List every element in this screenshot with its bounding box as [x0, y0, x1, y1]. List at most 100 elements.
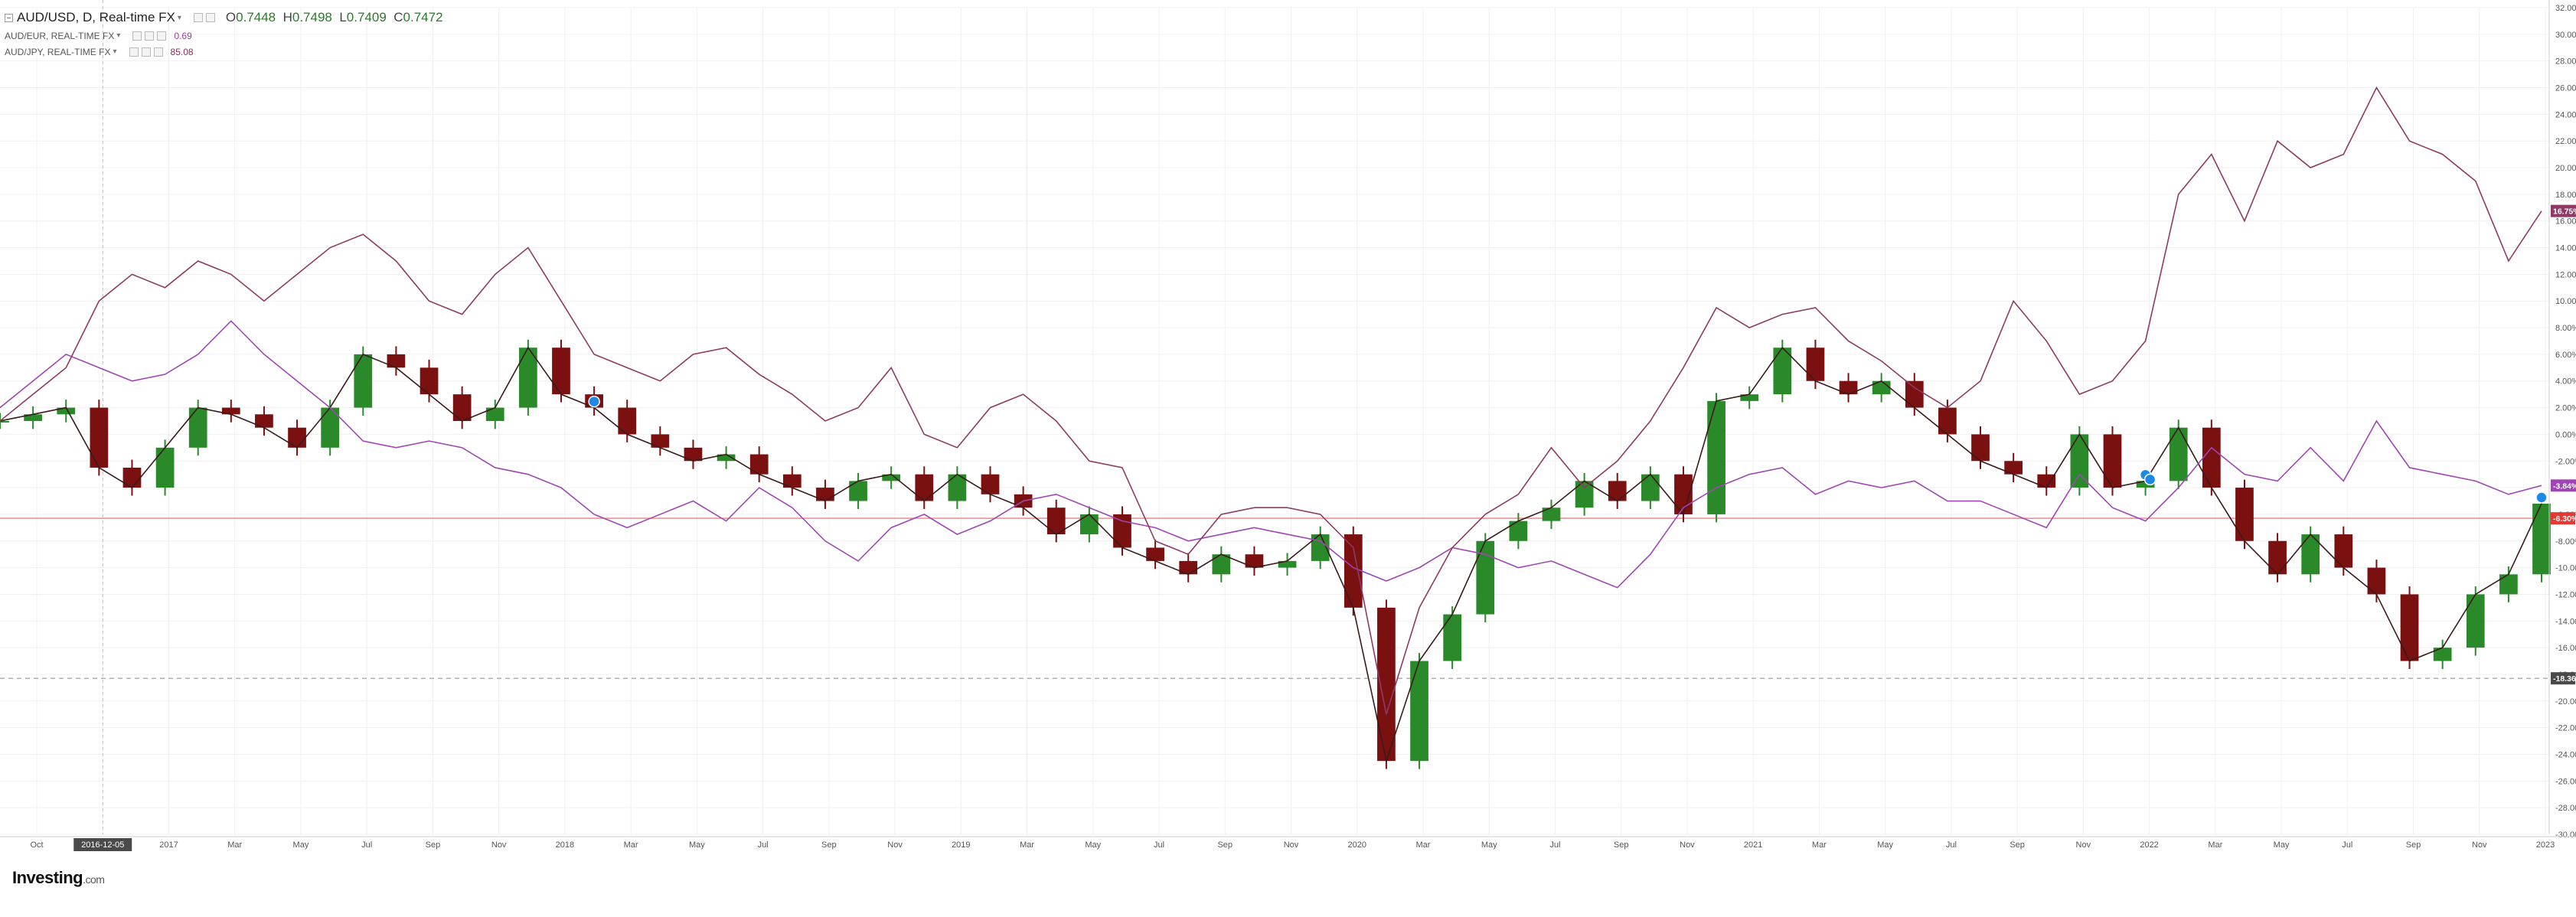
legend-main-row[interactable]: AUD/USD, D, Real-time FX ▾ O0.7448 H0.74… — [5, 8, 443, 28]
x-tick-label: Sep — [1614, 840, 1629, 850]
candle-body — [684, 447, 703, 462]
y-tick-label: 30.00% — [2555, 31, 2576, 40]
crosshair-date-badge — [73, 838, 132, 851]
grid-layer — [0, 7, 2549, 835]
y-tick-label: 4.00% — [2555, 377, 2576, 387]
event-marker-icon[interactable] — [2143, 473, 2156, 486]
event-markers-layer[interactable] — [588, 395, 2548, 504]
candle-body — [1113, 514, 1131, 548]
x-tick-label: 2022 — [2140, 840, 2158, 850]
candle-body — [2202, 427, 2221, 488]
close-value: 0.7472 — [403, 10, 443, 24]
candle-body — [2037, 474, 2056, 488]
x-tick-label: 2020 — [1347, 840, 1366, 850]
y-tick-label: 28.00% — [2555, 57, 2576, 67]
investing-logo: Investing.com — [12, 868, 105, 887]
x-tick-label: Oct — [30, 840, 43, 850]
x-tick-label: Sep — [426, 840, 441, 850]
y-tick-label: -2.00% — [2555, 457, 2576, 466]
x-tick-label: Mar — [1812, 840, 1827, 850]
candle-body — [2433, 648, 2452, 661]
candle-body — [1245, 554, 1264, 568]
candle-body — [882, 474, 901, 481]
legend-comparison-row[interactable]: AUD/JPY, REAL-TIME FX ▾ 85.08 — [5, 44, 443, 60]
settings-icon[interactable] — [129, 47, 139, 57]
remove-icon[interactable] — [153, 47, 163, 57]
candle-body — [981, 474, 1000, 494]
candle-body — [1443, 614, 1461, 661]
x-tick-label: May — [689, 840, 705, 850]
legend-comparison-row[interactable]: AUD/EUR, REAL-TIME FX ▾ 0.69 — [5, 28, 443, 44]
candle-body — [155, 447, 175, 488]
chevron-down-icon[interactable]: ▾ — [113, 47, 117, 56]
candle-body — [2070, 434, 2089, 488]
candle-body — [452, 394, 472, 421]
candle-body — [1707, 400, 1725, 514]
reference-value-badge — [2551, 512, 2575, 525]
candle-body — [2103, 434, 2122, 488]
y-tick-label: 18.00% — [2555, 191, 2576, 200]
x-tick-label: 2021 — [1744, 840, 1762, 850]
candle-body — [1476, 540, 1495, 615]
x-tick-label: Jul — [361, 840, 372, 850]
candle-body — [651, 434, 670, 448]
candle-body — [717, 454, 736, 462]
high-value: 0.7498 — [292, 10, 332, 24]
candle-body — [2499, 574, 2518, 595]
candle-body — [1839, 380, 1858, 395]
y-tick-label: -22.00% — [2555, 724, 2576, 733]
candle-body — [1509, 521, 1528, 541]
x-tick-label: May — [1085, 840, 1101, 850]
y-tick-label: -12.00% — [2555, 590, 2576, 599]
y-tick-label: -26.00% — [2555, 777, 2576, 786]
candle-body — [1971, 434, 1990, 462]
reference-lines-layer — [0, 0, 2549, 834]
current-value-badge — [2551, 479, 2576, 492]
x-tick-label: 2016-12-05 — [81, 840, 124, 850]
candle-body — [0, 421, 9, 423]
candle-body — [2367, 567, 2386, 595]
chevron-down-icon[interactable]: ▾ — [177, 13, 181, 22]
x-tick-label: Nov — [2472, 840, 2487, 850]
x-tick-label: 2018 — [556, 840, 574, 850]
hide-icon[interactable] — [205, 13, 215, 22]
candle-body — [749, 454, 769, 475]
candle-body — [2268, 540, 2287, 575]
y-tick-label: -28.00% — [2555, 804, 2576, 813]
candle-body — [90, 407, 109, 468]
y-tick-label: 8.00% — [2555, 324, 2576, 333]
x-tick-label: Sep — [2406, 840, 2421, 850]
x-tick-label: 2023 — [2536, 840, 2555, 850]
x-tick-label: Sep — [2010, 840, 2025, 850]
candle-body — [1212, 554, 1231, 575]
candle-body — [1410, 661, 1428, 762]
y-tick-label: -8.00% — [2555, 537, 2576, 547]
collapse-legend-icon[interactable] — [5, 13, 13, 22]
hide-icon[interactable] — [141, 47, 151, 57]
remove-icon[interactable] — [157, 31, 167, 41]
chevron-down-icon[interactable]: ▾ — [116, 31, 121, 40]
y-tick-label: -10.00% — [2555, 564, 2576, 573]
candle-body — [1080, 514, 1099, 535]
x-tick-label: Mar — [2208, 840, 2222, 850]
y-tick-label: 24.00% — [2555, 110, 2576, 119]
y-tick-label: -14.00% — [2555, 617, 2576, 626]
candle-body — [2235, 488, 2254, 541]
hide-icon[interactable] — [145, 31, 155, 41]
x-tick-label: Mar — [1020, 840, 1034, 850]
y-tick-label: -24.00% — [2555, 750, 2576, 759]
settings-icon[interactable] — [132, 31, 142, 41]
candle-body — [1046, 507, 1066, 535]
candle-body — [1740, 394, 1759, 401]
event-marker-icon[interactable] — [2535, 491, 2548, 504]
candle-body — [420, 367, 439, 395]
event-marker-icon[interactable] — [588, 395, 600, 408]
series-layer — [0, 86, 2551, 769]
settings-icon[interactable] — [193, 13, 203, 22]
current-value-label: -3.84% — [2553, 481, 2576, 491]
y-tick-label: -16.00% — [2555, 644, 2576, 653]
y-tick-label: 10.00% — [2555, 297, 2576, 306]
candle-body — [321, 407, 340, 448]
